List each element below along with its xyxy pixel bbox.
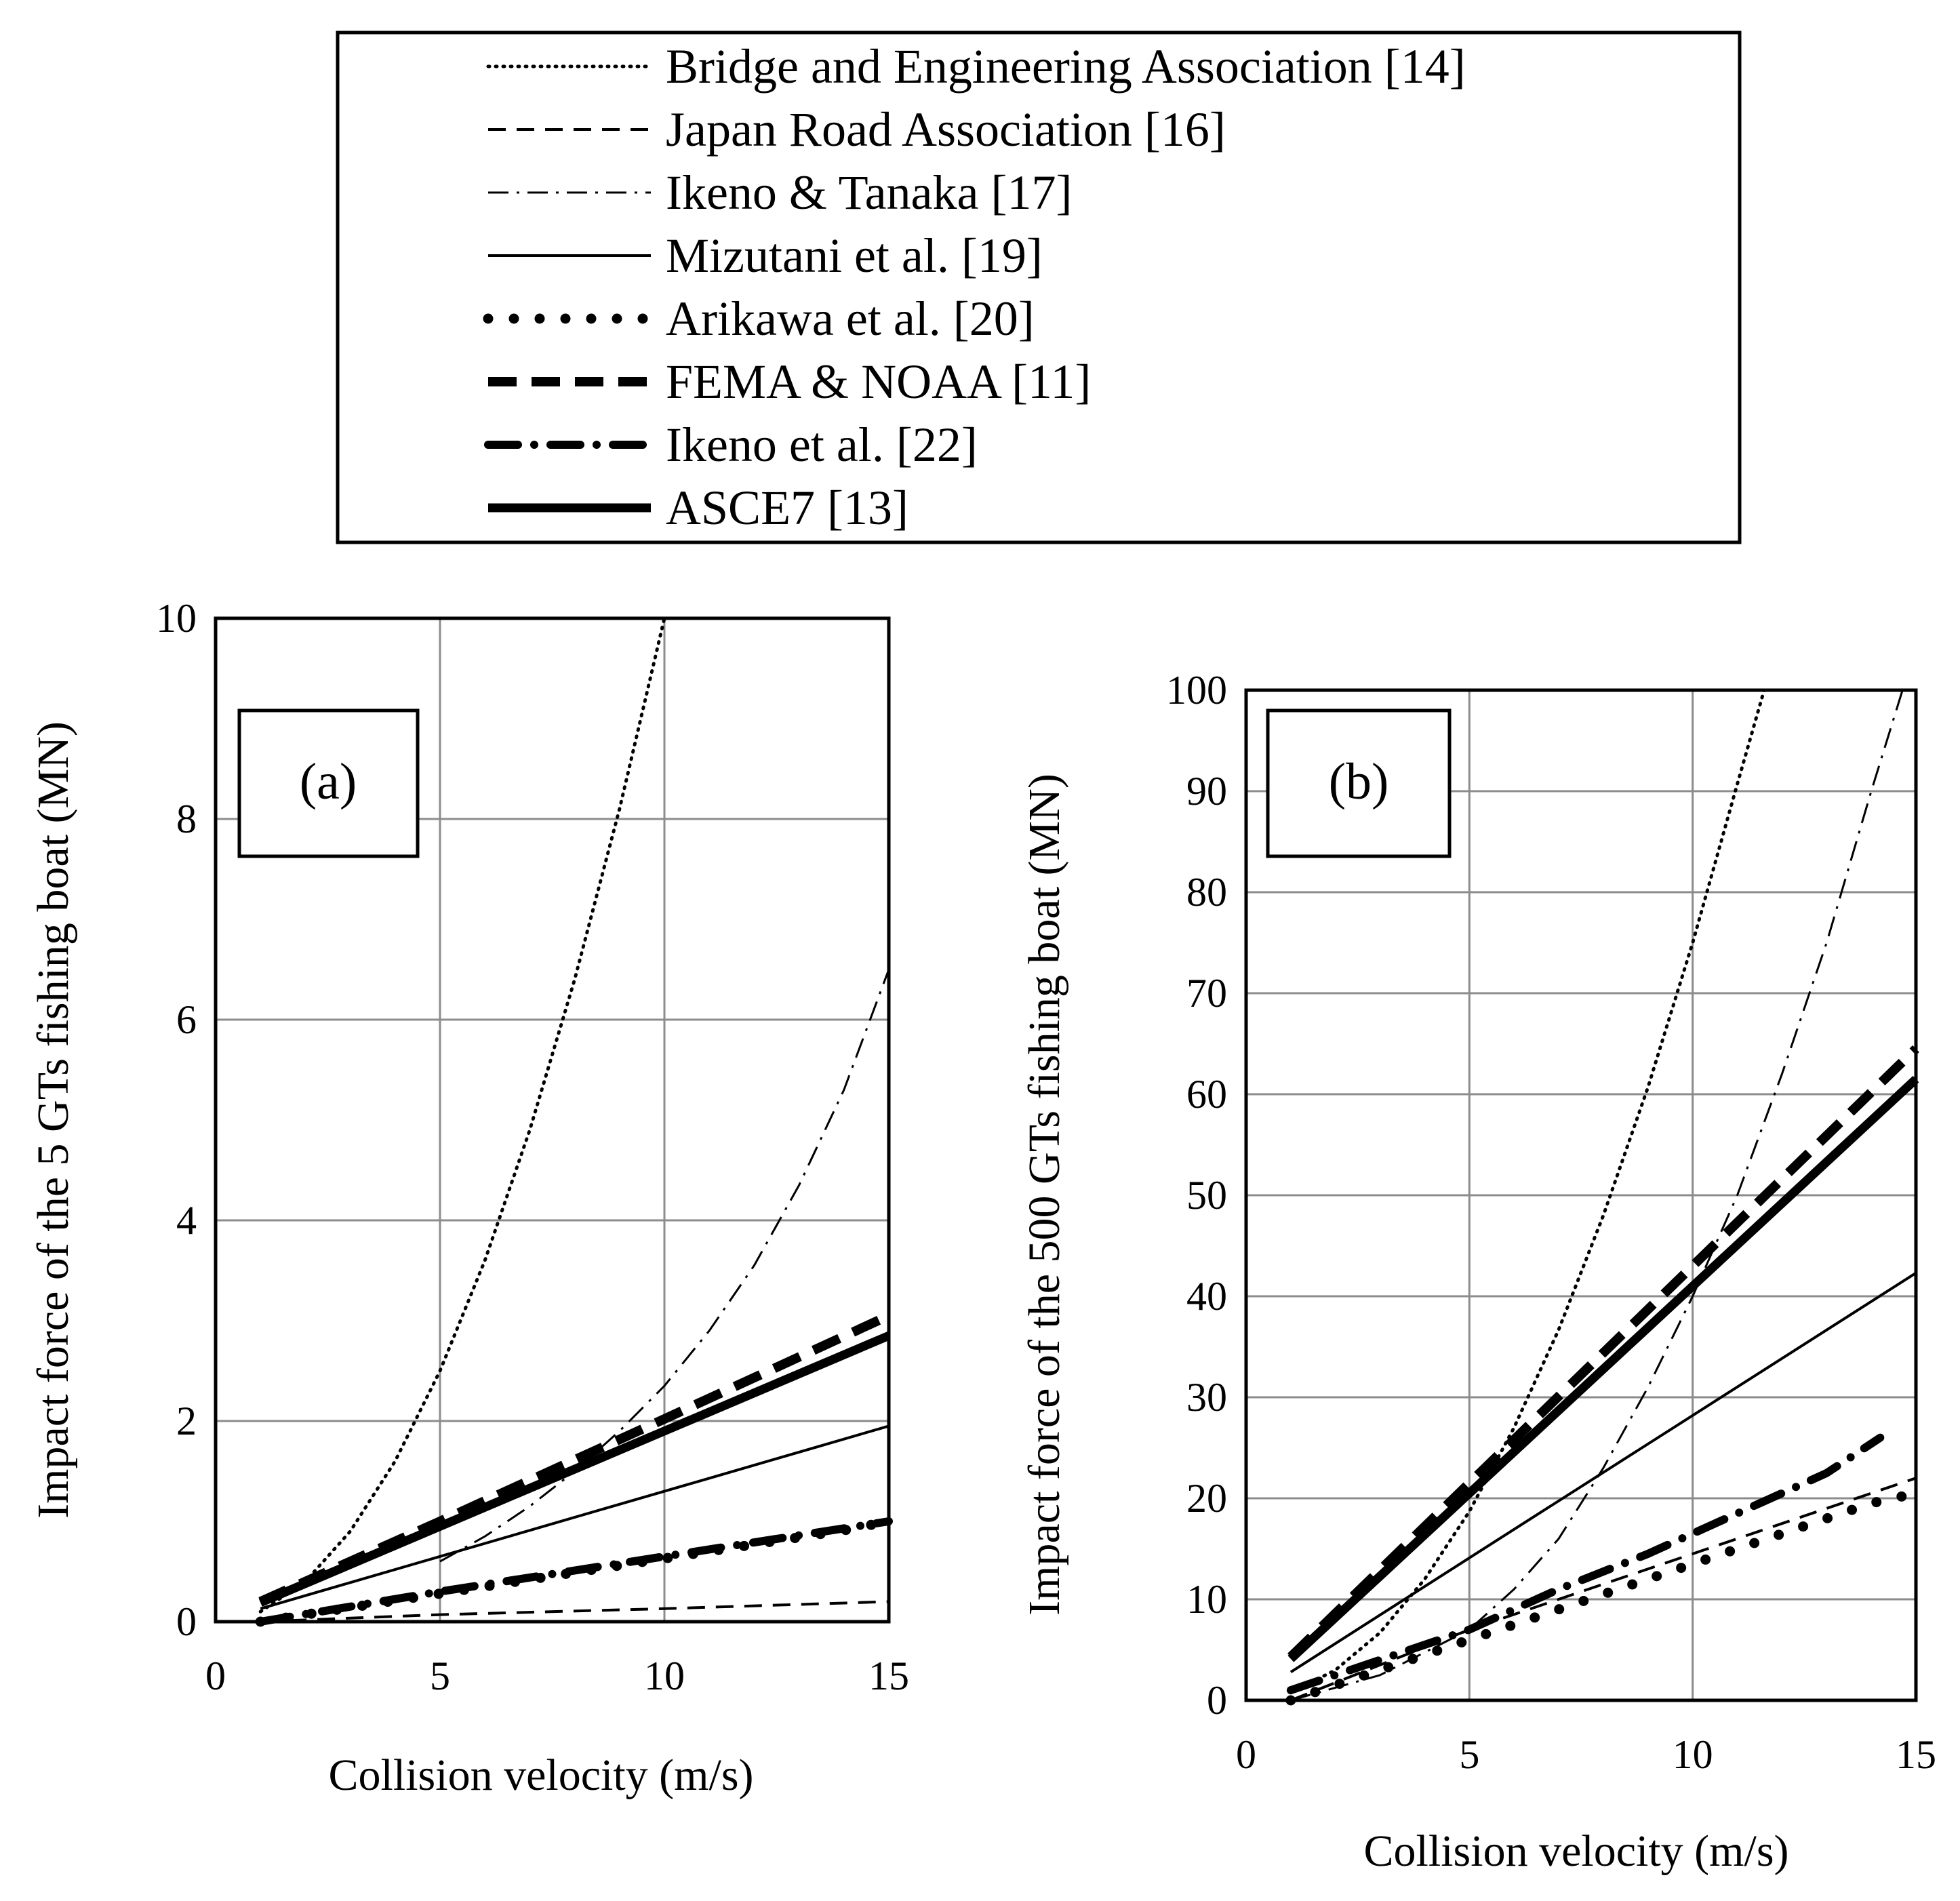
legend: Bridge and Engineering Association [14] J…	[336, 31, 1742, 544]
series-line-ikeno	[1286, 1433, 1885, 1695]
legend-label-ari: Arikawa et al. [20]	[666, 292, 1035, 346]
legend-label-it: Ikeno & Tanaka [17]	[666, 165, 1072, 220]
y-tick-label: 4	[176, 1198, 197, 1243]
y-tick-label: 20	[1186, 1476, 1227, 1521]
x-tick-label: 0	[205, 1654, 226, 1698]
series-line-miz	[260, 1424, 889, 1610]
legend-box	[336, 31, 1742, 544]
legend-label-miz: Mizutani et al. [19]	[666, 228, 1043, 283]
y-tick-label: 80	[1186, 870, 1227, 915]
legend-label-fema: FEMA & NOAA [11]	[666, 355, 1091, 409]
y-tick-label: 0	[176, 1599, 197, 1644]
x-tick-label: 0	[1236, 1732, 1256, 1777]
series-line-jra	[260, 1600, 889, 1623]
x-axis-label: Collision velocity (m/s)	[329, 1750, 754, 1800]
y-tick-label: 0	[1207, 1678, 1227, 1723]
x-tick-label: 15	[1896, 1732, 1936, 1777]
series-line-ari	[1285, 1488, 1921, 1706]
panel-tag-box	[237, 708, 420, 858]
y-tick-label: 10	[156, 596, 197, 641]
y-tick-label: 70	[1186, 971, 1227, 1016]
series-line-ikeno	[256, 1517, 893, 1626]
series-line-fema	[1287, 1045, 1919, 1660]
series-line-bea	[1289, 688, 1766, 1695]
panel-tag-box	[1266, 708, 1452, 858]
x-tick-label: 5	[430, 1654, 450, 1698]
panel-tag: (b)	[1329, 753, 1389, 810]
x-tick-label: 5	[1459, 1732, 1479, 1777]
chart-a: 0 5 10 15 0 2 4 6 8 10 Impact force of the 5 GTs …	[28, 596, 909, 1800]
y-tick-label: 2	[176, 1399, 197, 1443]
legend-label-ikeno: Ikeno et al. [22]	[666, 418, 978, 472]
y-tick-label: 60	[1186, 1072, 1227, 1117]
series-line-it	[439, 969, 890, 1563]
y-tick-label: 8	[176, 797, 197, 841]
y-axis-label: Impact force of the 500 GTs fishing boat…	[1020, 774, 1069, 1616]
legend-label-asce: ASCE7 [13]	[666, 481, 908, 535]
x-tick-label: 15	[868, 1654, 909, 1698]
chart-b: 0 5 10 15 0 10 20 30 40 50 60 70 80 90 100 Impact forc…	[1020, 668, 1936, 1876]
y-tick-label: 90	[1186, 769, 1227, 814]
series-line-bea	[258, 616, 666, 1614]
y-tick-label: 100	[1166, 668, 1227, 713]
y-axis-label: Impact force of the 5 GTs fishing boat (…	[28, 721, 78, 1519]
x-axis-label: Collision velocity (m/s)	[1364, 1826, 1789, 1876]
y-tick-label: 10	[1186, 1577, 1227, 1622]
y-tick-label: 30	[1186, 1375, 1227, 1420]
y-tick-label: 40	[1186, 1274, 1227, 1319]
plot-area-frame	[214, 616, 891, 1624]
series-line-miz	[1289, 1272, 1917, 1673]
plot-area-frame	[1244, 688, 1918, 1702]
series-line-asce	[258, 1332, 891, 1607]
legend-label-jra: Japan Road Association [16]	[666, 102, 1226, 157]
series-line-asce	[1287, 1075, 1919, 1662]
series-line-jra	[1290, 1477, 1917, 1702]
x-tick-label: 10	[1673, 1732, 1713, 1777]
legend-label-bea: Bridge and Engineering Association [14]	[666, 39, 1466, 94]
y-tick-label: 6	[176, 997, 197, 1042]
panel-tag: (a)	[300, 753, 357, 810]
x-tick-label: 10	[644, 1654, 685, 1698]
y-tick-label: 50	[1186, 1173, 1227, 1218]
